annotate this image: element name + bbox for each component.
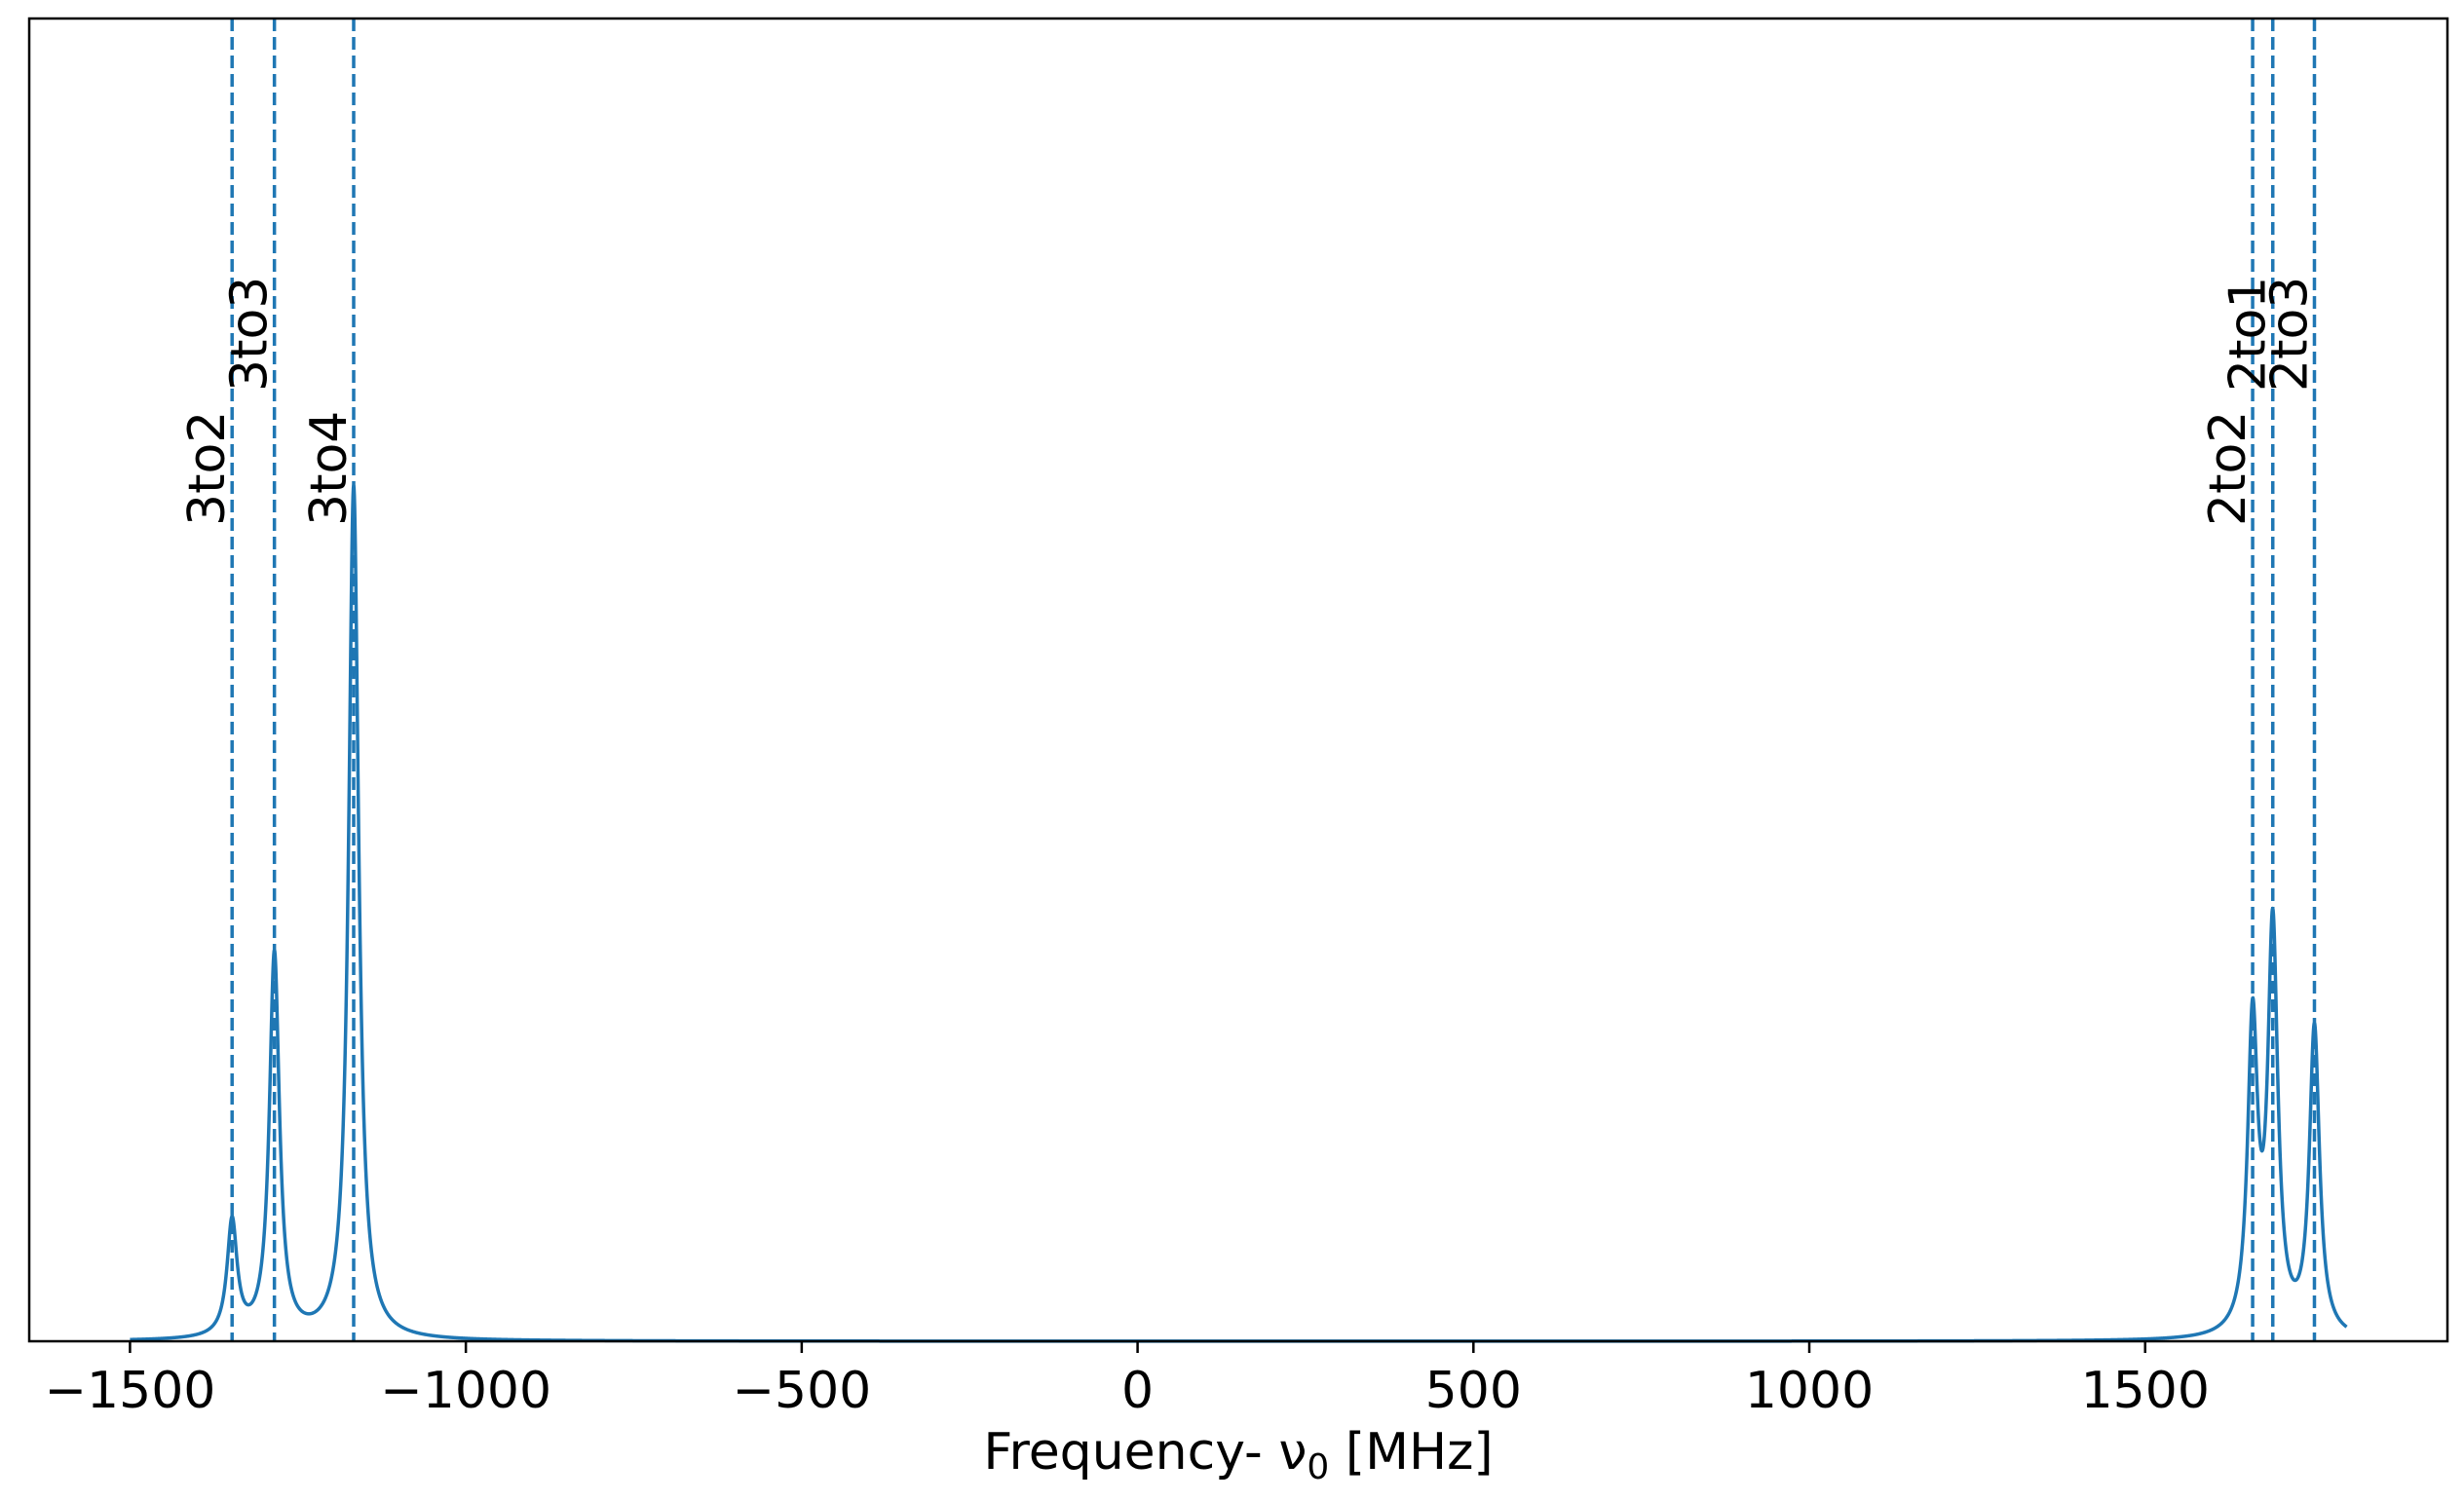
plot-frame	[27, 17, 2449, 1343]
x-tick-label: −1500	[44, 1362, 215, 1420]
vline-label-3to4: 3to4	[300, 411, 359, 526]
x-tick-label: −1000	[380, 1362, 551, 1420]
x-tick-label: −500	[732, 1362, 871, 1420]
x-tick-label: 0	[1121, 1362, 1154, 1420]
x-axis: −1500 −1000 −500 0 500 1000 1500	[44, 1341, 2210, 1420]
x-tick-label: 1500	[2081, 1362, 2210, 1420]
vline-label-2to2: 2to2	[2199, 411, 2257, 526]
vline-label-3to2: 3to2	[178, 411, 237, 526]
vline-label-2to1: 2to1	[2219, 277, 2278, 392]
x-tick-label: 500	[1425, 1362, 1522, 1420]
x-tick-label: 1000	[1745, 1362, 1874, 1420]
vline-label-3to3: 3to3	[221, 277, 280, 392]
x-axis-label: Frequency- ν0 [MHz]	[983, 1423, 1493, 1487]
vline-label-2to3: 2to3	[2260, 277, 2319, 392]
